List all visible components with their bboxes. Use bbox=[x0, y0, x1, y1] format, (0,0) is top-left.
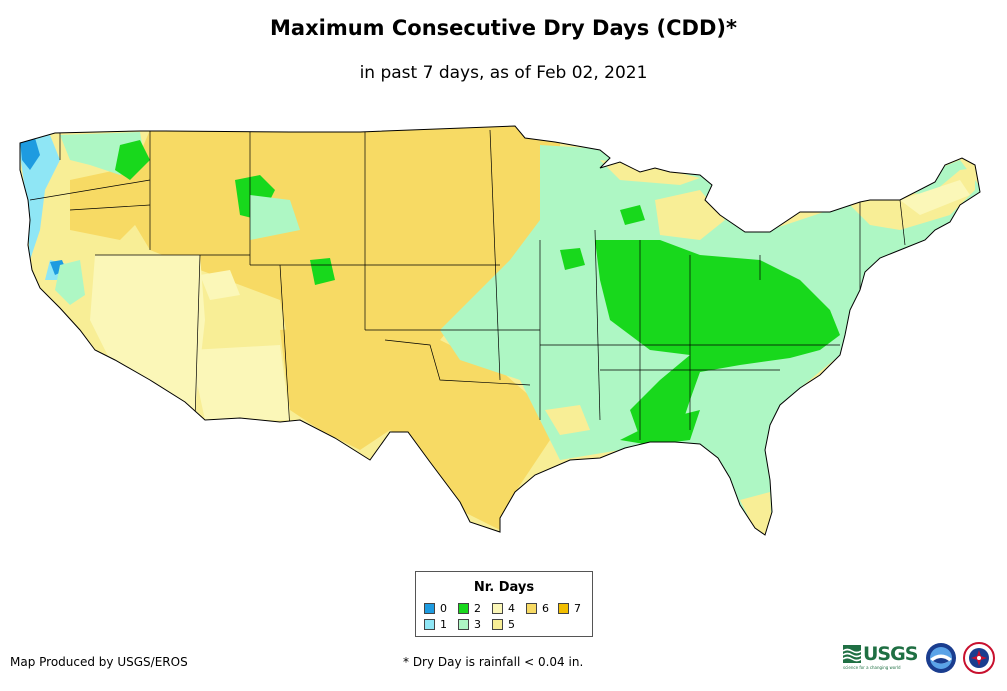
legend-label-0: 0 bbox=[440, 602, 447, 615]
legend-label-3: 3 bbox=[474, 618, 481, 631]
legend-label-1: 1 bbox=[440, 618, 447, 631]
legend-swatch-2 bbox=[458, 603, 469, 614]
legend-item-5: 5 bbox=[492, 619, 515, 631]
legend-label-4: 4 bbox=[508, 602, 515, 615]
legend-item-2: 2 bbox=[458, 603, 481, 615]
map-title: Maximum Consecutive Dry Days (CDD)* bbox=[270, 16, 737, 40]
legend-label-6: 6 bbox=[542, 602, 549, 615]
legend-swatch-5 bbox=[492, 619, 503, 630]
legend-swatch-1 bbox=[424, 619, 435, 630]
noaa-seal-icon bbox=[926, 643, 956, 673]
legend-label-2: 2 bbox=[474, 602, 481, 615]
map-credit: Map Produced by USGS/EROS bbox=[10, 655, 188, 669]
nws-seal-icon bbox=[963, 642, 995, 674]
legend-label-5: 5 bbox=[508, 618, 515, 631]
legend-title: Nr. Days bbox=[473, 580, 535, 595]
legend: Nr. Days 0 1 2 3 4 5 6 7 bbox=[415, 571, 593, 637]
legend-swatch-7 bbox=[558, 603, 569, 614]
legend-item-0: 0 bbox=[424, 603, 447, 615]
usgs-logo: USGS science for a changing world bbox=[843, 643, 919, 670]
legend-item-7: 7 bbox=[558, 603, 581, 615]
usgs-tagline: science for a changing world bbox=[843, 665, 901, 670]
dry-day-footnote: * Dry Day is rainfall < 0.04 in. bbox=[403, 655, 584, 669]
legend-swatch-0 bbox=[424, 603, 435, 614]
usgs-wave-icon bbox=[843, 645, 861, 663]
legend-swatch-6 bbox=[526, 603, 537, 614]
legend-swatch-4 bbox=[492, 603, 503, 614]
legend-swatch-3 bbox=[458, 619, 469, 630]
legend-item-3: 3 bbox=[458, 619, 481, 631]
legend-item-4: 4 bbox=[492, 603, 515, 615]
us-dry-days-map bbox=[19, 125, 981, 536]
legend-label-7: 7 bbox=[574, 602, 581, 615]
legend-item-1: 1 bbox=[424, 619, 447, 631]
legend-item-6: 6 bbox=[526, 603, 549, 615]
map-subtitle: in past 7 days, as of Feb 02, 2021 bbox=[359, 63, 648, 83]
usgs-logo-text: USGS bbox=[863, 643, 918, 665]
